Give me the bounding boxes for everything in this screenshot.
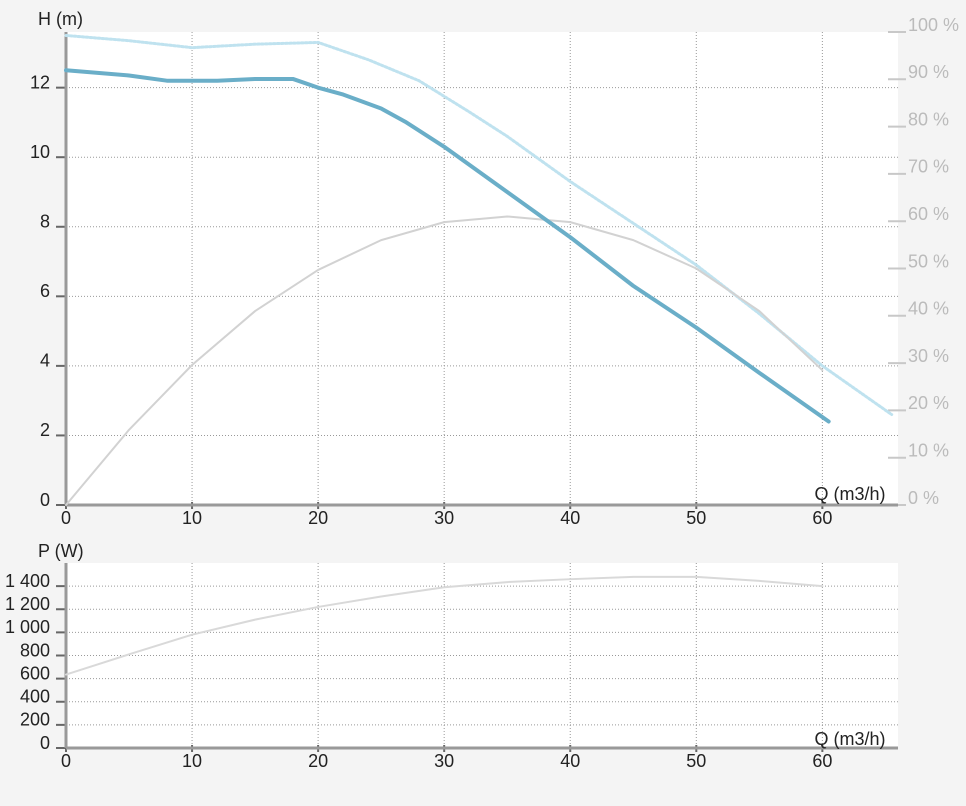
y-tick-label: 0 bbox=[40, 733, 50, 753]
x-tick-label: 0 bbox=[61, 508, 71, 528]
x-tick-label: 40 bbox=[560, 751, 580, 771]
y-tick-label: 4 bbox=[40, 351, 50, 371]
x-tick-label: 60 bbox=[812, 508, 832, 528]
y-tick-label: 2 bbox=[40, 420, 50, 440]
y-tick-label: 10 bbox=[30, 142, 50, 162]
x-tick-label: 40 bbox=[560, 508, 580, 528]
y-tick-label: 1 200 bbox=[5, 594, 50, 614]
series-line bbox=[65, 575, 824, 676]
y2-tick-label: 100 % bbox=[908, 15, 959, 35]
y-tick-label: 1 000 bbox=[5, 617, 50, 637]
y-tick-label: 6 bbox=[40, 281, 50, 301]
y2-tick-label: 0 % bbox=[908, 488, 939, 508]
x-tick-label: 20 bbox=[308, 751, 328, 771]
x-axis-title: Q (m3/h) bbox=[814, 729, 885, 749]
x-tick-label: 10 bbox=[182, 508, 202, 528]
plot-area bbox=[66, 563, 898, 748]
x-tick-label: 60 bbox=[812, 751, 832, 771]
y-tick-label: 400 bbox=[20, 687, 50, 707]
y2-tick-label: 70 % bbox=[908, 157, 949, 177]
x-tick-label: 30 bbox=[434, 508, 454, 528]
plot-area bbox=[66, 32, 898, 505]
y-tick-label: 0 bbox=[40, 490, 50, 510]
x-tick-label: 0 bbox=[61, 751, 71, 771]
y2-tick-label: 20 % bbox=[908, 393, 949, 413]
x-axis-title: Q (m3/h) bbox=[814, 484, 885, 504]
series-line bbox=[64, 68, 831, 424]
y2-tick-label: 50 % bbox=[908, 251, 949, 271]
y2-tick-label: 10 % bbox=[908, 440, 949, 460]
y-tick-label: 800 bbox=[20, 640, 50, 660]
y-tick-label: 200 bbox=[20, 710, 50, 730]
y2-tick-label: 90 % bbox=[908, 62, 949, 82]
x-tick-label: 50 bbox=[686, 508, 706, 528]
y-tick-label: 12 bbox=[30, 72, 50, 92]
y-tick-label: 600 bbox=[20, 663, 50, 683]
x-tick-label: 50 bbox=[686, 751, 706, 771]
y-tick-label: 8 bbox=[40, 212, 50, 232]
y2-tick-label: 30 % bbox=[908, 346, 949, 366]
y-tick-label: 1 400 bbox=[5, 571, 50, 591]
x-tick-label: 20 bbox=[308, 508, 328, 528]
y-axis-title: H (m) bbox=[38, 9, 83, 29]
y2-tick-label: 80 % bbox=[908, 109, 949, 129]
x-tick-label: 30 bbox=[434, 751, 454, 771]
y2-tick-label: 40 % bbox=[908, 299, 949, 319]
series-line bbox=[65, 215, 824, 506]
x-tick-label: 10 bbox=[182, 751, 202, 771]
y-axis-title: P (W) bbox=[38, 541, 84, 561]
y2-tick-label: 60 % bbox=[908, 204, 949, 224]
